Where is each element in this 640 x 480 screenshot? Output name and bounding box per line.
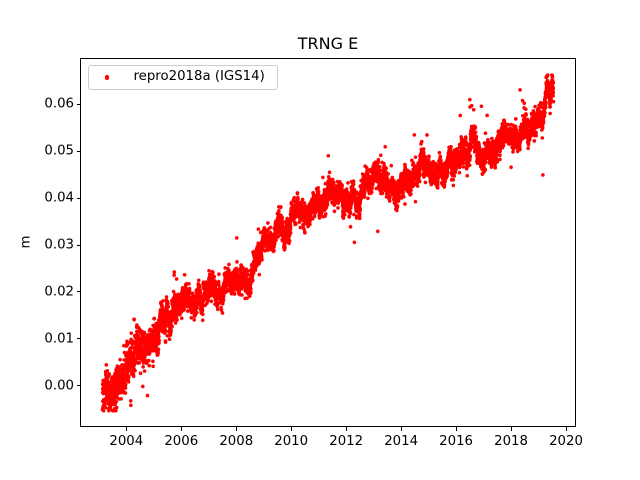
x-tick-mark bbox=[125, 427, 127, 431]
y-tick-mark bbox=[76, 197, 80, 199]
y-tick-label: 0.05 bbox=[44, 143, 74, 159]
x-tick-mark bbox=[235, 427, 237, 431]
x-tick-label: 2008 bbox=[219, 433, 254, 449]
x-tick-label: 2016 bbox=[439, 433, 473, 449]
legend-series-label: repro2018a (IGS14) bbox=[133, 69, 265, 85]
chart-title: TRNG E bbox=[297, 33, 359, 53]
x-tick-label: 2014 bbox=[384, 433, 419, 449]
x-tick-mark bbox=[180, 427, 182, 431]
x-tick-label: 2018 bbox=[494, 433, 528, 449]
x-tick-label: 2012 bbox=[329, 433, 364, 449]
legend-marker-dot bbox=[105, 75, 110, 80]
x-tick-mark bbox=[455, 427, 457, 431]
y-tick-mark bbox=[76, 338, 80, 340]
y-tick-mark bbox=[76, 291, 80, 293]
y-tick-mark bbox=[76, 150, 80, 152]
y-tick-mark bbox=[76, 244, 80, 246]
x-tick-mark bbox=[345, 427, 347, 431]
y-tick-label: 0.06 bbox=[44, 96, 74, 112]
y-tick-label: 0.04 bbox=[44, 190, 74, 206]
y-tick-label: 0.02 bbox=[44, 284, 74, 300]
y-tick-label: 0.01 bbox=[44, 331, 74, 347]
legend: repro2018a (IGS14) bbox=[88, 64, 278, 90]
x-tick-mark bbox=[510, 427, 512, 431]
y-axis-label: m bbox=[18, 235, 34, 249]
y-tick-label: 0.00 bbox=[44, 378, 74, 394]
x-tick-label: 2006 bbox=[164, 433, 199, 449]
x-tick-mark bbox=[290, 427, 292, 431]
y-tick-mark bbox=[76, 385, 80, 387]
x-tick-label: 2020 bbox=[549, 433, 583, 449]
x-tick-mark bbox=[565, 427, 567, 431]
y-tick-label: 0.03 bbox=[44, 237, 74, 253]
y-tick-mark bbox=[76, 103, 80, 105]
x-tick-mark bbox=[400, 427, 402, 431]
plot-area bbox=[80, 57, 576, 428]
scatter-points-canvas bbox=[81, 58, 575, 427]
x-tick-label: 2004 bbox=[109, 433, 144, 449]
x-tick-label: 2010 bbox=[274, 433, 309, 449]
